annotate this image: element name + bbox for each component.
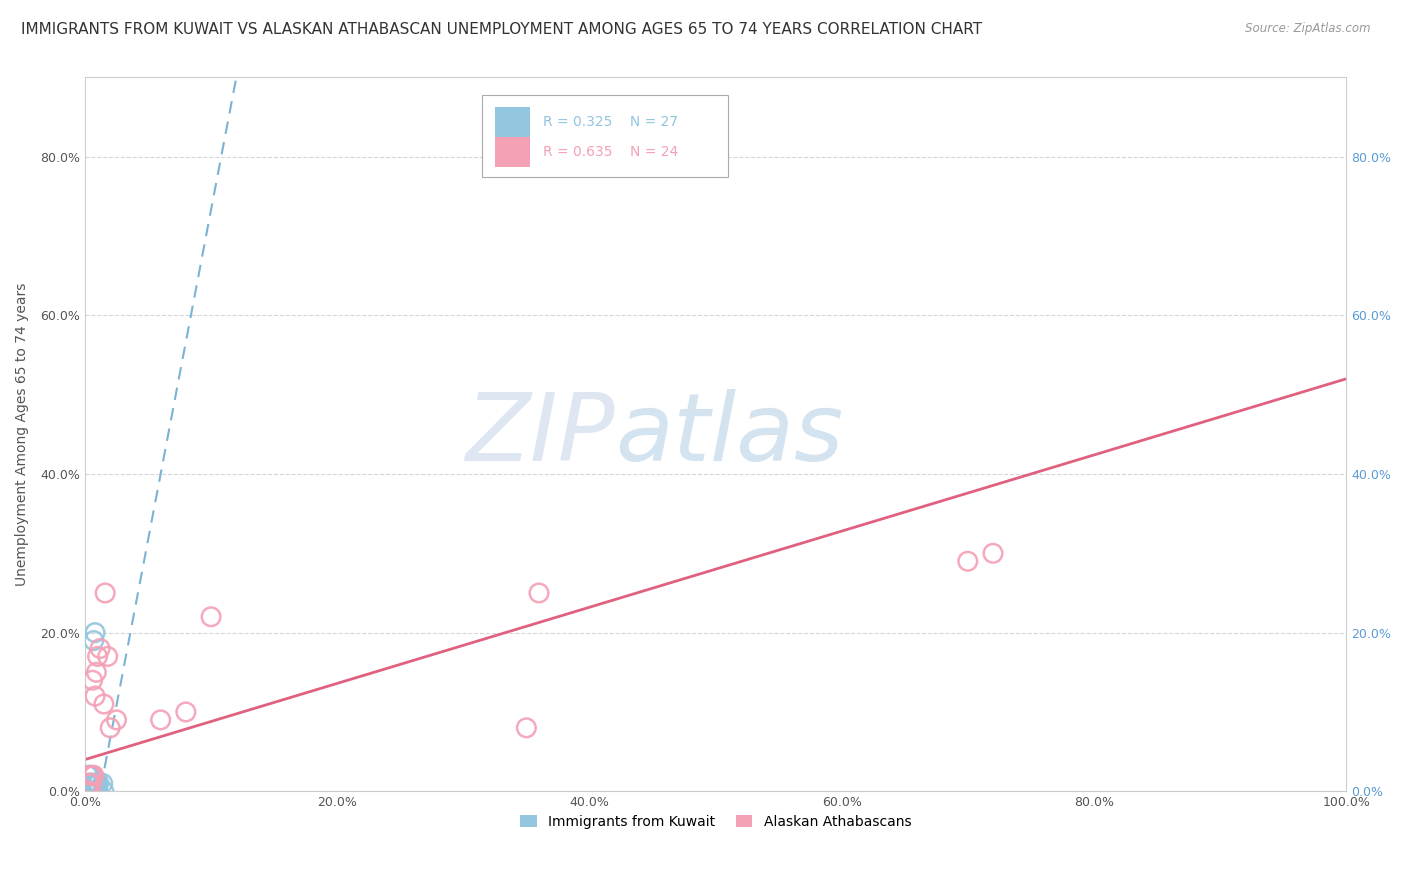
Point [89,641,111,656]
Point [93,784,115,798]
Point [86,776,108,790]
Text: atlas: atlas [614,389,844,480]
Point [84,776,107,790]
Point [87,776,110,790]
Point [94,586,117,600]
Text: ZIP: ZIP [465,389,614,480]
Point [200,609,222,624]
Point [76,768,98,782]
Point [174,705,197,719]
Point [82,768,104,782]
Point [956,554,979,568]
Text: Source: ZipAtlas.com: Source: ZipAtlas.com [1246,22,1371,36]
Point [76,776,98,790]
Point [79,784,101,798]
Point [82,784,104,798]
Y-axis label: Unemployment Among Ages 65 to 74 years: Unemployment Among Ages 65 to 74 years [15,283,30,586]
Point [93,697,115,711]
Text: IMMIGRANTS FROM KUWAIT VS ALASKAN ATHABASCAN UNEMPLOYMENT AMONG AGES 65 TO 74 YE: IMMIGRANTS FROM KUWAIT VS ALASKAN ATHABA… [21,22,983,37]
Point [83,776,105,790]
Point [83,633,105,648]
Point [84,689,107,703]
Point [86,649,108,664]
Bar [495,107,530,137]
Point [97,649,120,664]
Legend: Immigrants from Kuwait, Alaskan Athabascans: Immigrants from Kuwait, Alaskan Athabasc… [515,809,917,834]
Point [86,784,108,798]
Point [527,586,550,600]
Point [84,784,107,798]
Point [82,776,104,790]
Point [77,784,100,798]
FancyBboxPatch shape [482,95,728,178]
Point [77,776,100,790]
Point [86,665,108,680]
Point [91,776,114,790]
Point [83,768,105,782]
Point [515,721,537,735]
Bar [495,137,530,168]
Point [82,768,104,782]
Point [981,546,1004,560]
Point [86,776,108,790]
Point [80,776,103,790]
Point [76,784,98,798]
Text: R = 0.635    N = 24: R = 0.635 N = 24 [543,145,678,160]
Point [79,776,101,790]
Text: R = 0.325    N = 27: R = 0.325 N = 27 [543,115,678,129]
Point [75,784,97,798]
Point [77,768,100,782]
Point [77,776,100,790]
Point [149,713,172,727]
Point [80,776,103,790]
Point [79,784,101,798]
Point [80,768,103,782]
Point [79,768,101,782]
Point [98,721,121,735]
Point [82,673,104,688]
Point [76,784,98,798]
Point [79,768,101,782]
Point [105,713,128,727]
Point [84,625,107,640]
Point [80,784,103,798]
